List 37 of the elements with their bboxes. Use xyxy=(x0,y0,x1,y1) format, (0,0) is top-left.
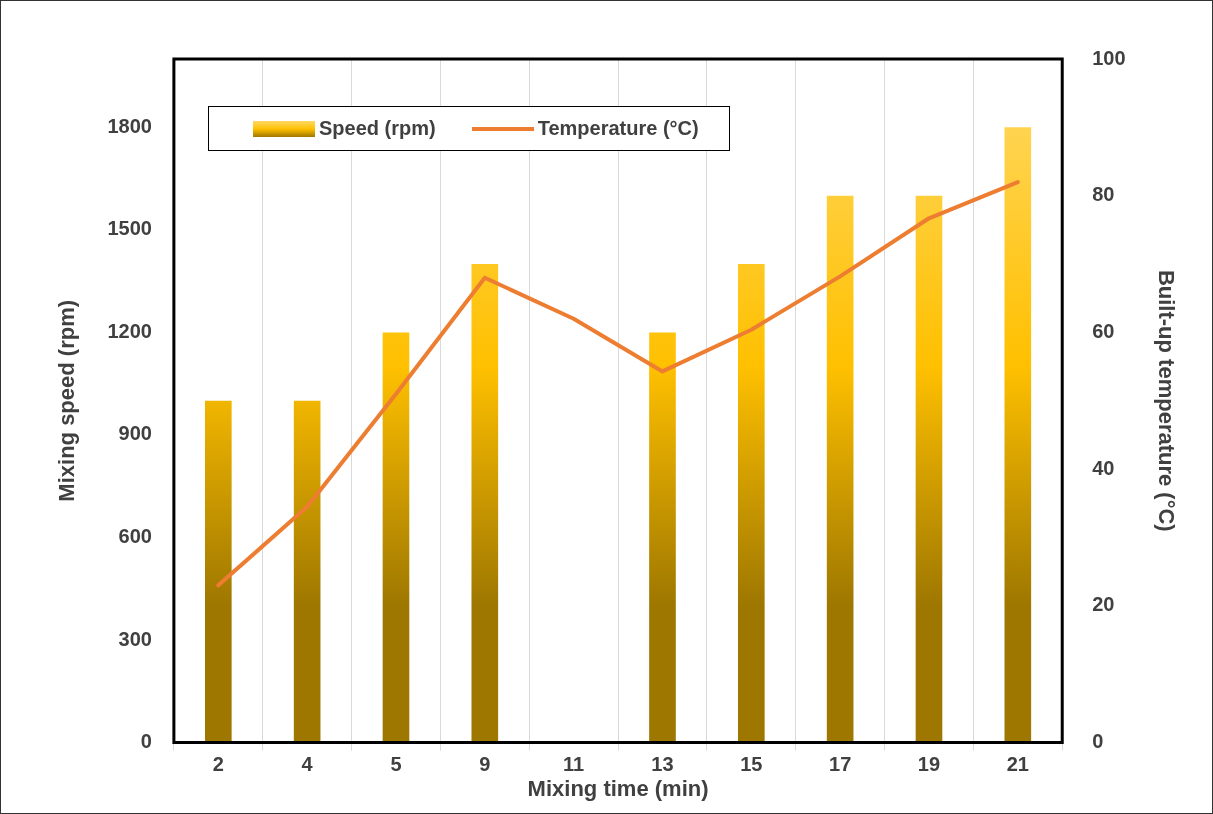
x-tick-label: 21 xyxy=(1006,753,1029,776)
y2-tick-label: 80 xyxy=(1092,183,1115,206)
bar xyxy=(204,400,232,743)
bar xyxy=(915,195,943,743)
bar xyxy=(1004,127,1032,743)
x-tick-label: 19 xyxy=(917,753,941,776)
x-tick-label: 2 xyxy=(212,753,224,776)
y2-axis-title: Built-up temperature (°C) xyxy=(1153,269,1179,532)
y2-tick-label: 40 xyxy=(1092,456,1115,479)
x-tick-label: 15 xyxy=(740,753,763,776)
x-tick-label: 4 xyxy=(301,753,314,776)
bar xyxy=(737,264,765,743)
x-tick-label: 13 xyxy=(651,753,674,776)
x-tick-label: 9 xyxy=(479,753,491,776)
y2-tick-label: 100 xyxy=(1092,46,1126,69)
y-axis-title: Mixing speed (rpm) xyxy=(54,299,80,502)
y2-tick-label: 0 xyxy=(1092,730,1104,753)
bar xyxy=(293,400,321,743)
y-tick-label: 0 xyxy=(140,730,152,753)
x-axis-title: Mixing time (min) xyxy=(527,775,709,801)
y-tick-label: 900 xyxy=(118,422,152,445)
legend-label: Speed (rpm) xyxy=(319,117,436,140)
x-tick-label: 17 xyxy=(829,753,852,776)
y2-tick-label: 60 xyxy=(1092,319,1115,342)
y2-tick-label: 20 xyxy=(1092,593,1115,616)
legend-label: Temperature (°C) xyxy=(537,117,699,140)
y-tick-label: 1500 xyxy=(107,217,152,240)
bar xyxy=(826,195,854,743)
x-tick-label: 11 xyxy=(563,753,585,776)
bar xyxy=(471,264,499,743)
y-tick-label: 600 xyxy=(118,525,152,548)
bar xyxy=(382,332,410,743)
x-tick-label: 5 xyxy=(390,753,402,776)
y-tick-label: 1800 xyxy=(107,114,152,137)
y-tick-label: 300 xyxy=(118,627,152,650)
y-tick-label: 1200 xyxy=(107,319,152,342)
bar xyxy=(649,332,676,743)
